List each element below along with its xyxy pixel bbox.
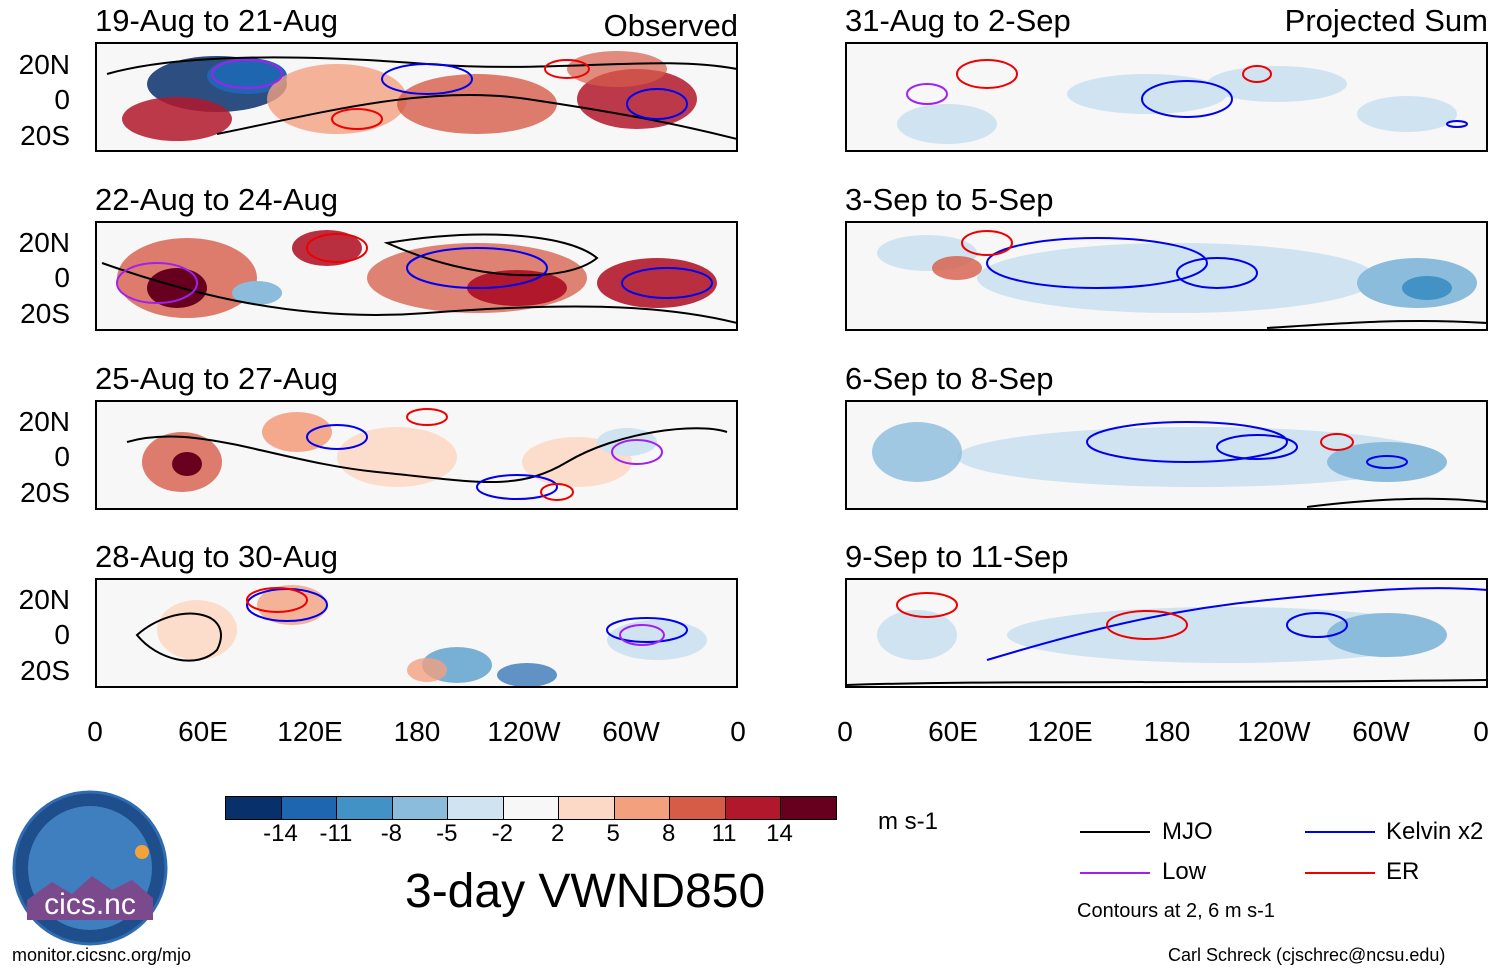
chart-title: 3-day VWND850 [405, 865, 766, 918]
legend-label-low: Low [1162, 858, 1207, 885]
colorbar-swatch [502, 797, 559, 819]
colorbar-swatch [336, 797, 392, 819]
colorbar-swatch [780, 797, 837, 819]
legend-label-kelvin: Kelvin x2 [1386, 818, 1484, 845]
logo-name: cics.nc [44, 888, 136, 921]
lat-label-20n: 20N [18, 584, 70, 615]
colorbar-tick-label: -14 [263, 820, 298, 847]
panel-title-right-4: 9-Sep to 11-Sep [845, 539, 1069, 574]
map-panel-left-3 [95, 400, 738, 510]
panel-title-left-2: 22-Aug to 24-Aug [95, 182, 339, 217]
lon-label-180: 180 [1143, 716, 1191, 747]
lat-label-0: 0 [54, 262, 70, 293]
panel-title-left-1: 19-Aug to 21-Aug [95, 3, 339, 38]
colorbar-tick-label: 5 [606, 820, 620, 847]
lon-label-0-end: 0 [730, 716, 746, 747]
footer-url[interactable]: monitor.cicsnc.org/mjo [12, 945, 192, 965]
map-panel-right-1 [845, 42, 1488, 152]
cics-logo: cics.nc [12, 790, 168, 946]
lon-label-0: 0 [87, 716, 103, 747]
colorbar [225, 796, 837, 820]
legend-line-low [1080, 872, 1150, 874]
colorbar-tick-label: -2 [491, 820, 513, 847]
panel-title-left-4: 28-Aug to 30-Aug [95, 539, 339, 574]
lat-label-0: 0 [54, 84, 70, 115]
legend-line-kelvin [1305, 831, 1375, 833]
map-panel-right-3 [845, 400, 1488, 510]
lat-label-20s: 20S [20, 298, 70, 329]
lon-label-120e: 120E [277, 716, 343, 747]
lat-label-20n: 20N [18, 49, 70, 80]
map-panel-left-2 [95, 221, 738, 331]
map-panel-right-4 [845, 578, 1488, 688]
observed-label: Observed [603, 8, 738, 43]
colorbar-tick-label: -5 [436, 820, 458, 847]
colorbar-tick-label: 2 [551, 820, 565, 847]
projected-sum-label: Projected Sum [1284, 3, 1488, 38]
lon-label-0: 0 [837, 716, 853, 747]
lon-label-60w: 60W [1352, 716, 1410, 747]
colorbar-tick-label: -8 [380, 820, 403, 847]
lat-label-0: 0 [54, 441, 70, 472]
footer-credit: Carl Schreck (cjschrec@ncsu.edu) [1168, 945, 1446, 965]
map-panel-right-2 [845, 221, 1488, 331]
lat-label-20n: 20N [18, 227, 70, 258]
lat-label-0: 0 [54, 619, 70, 650]
colorbar-swatch [669, 797, 725, 819]
lat-label-20n: 20N [18, 406, 70, 437]
colorbar-swatch [613, 797, 670, 819]
lat-label-20s: 20S [20, 120, 70, 151]
lon-label-120w: 120W [487, 716, 561, 747]
lat-label-20s: 20S [20, 655, 70, 686]
map-panel-left-4 [95, 578, 738, 688]
panel-title-right-2: 3-Sep to 5-Sep [845, 182, 1054, 217]
lat-label-20s: 20S [20, 477, 70, 508]
colorbar-units: m s-1 [878, 808, 938, 835]
colorbar-swatch [391, 797, 448, 819]
legend-line-mjo [1080, 831, 1150, 833]
colorbar-tick-label: 14 [766, 820, 793, 847]
lon-label-60w: 60W [602, 716, 660, 747]
lon-label-120w: 120W [1237, 716, 1311, 747]
contour-note: Contours at 2, 6 m s-1 [1077, 900, 1275, 922]
panel-title-right-3: 6-Sep to 8-Sep [845, 361, 1054, 396]
legend-label-mjo: MJO [1162, 818, 1213, 845]
lon-label-0-end: 0 [1473, 716, 1489, 747]
lon-label-60e: 60E [928, 716, 978, 747]
legend-line-er [1305, 872, 1375, 874]
colorbar-swatch [558, 797, 614, 819]
panel-title-right-1: 31-Aug to 2-Sep [845, 3, 1071, 38]
colorbar-tick-label: -11 [319, 820, 353, 847]
lon-label-120e: 120E [1027, 716, 1093, 747]
colorbar-swatch [226, 797, 281, 819]
map-panel-left-1 [95, 42, 738, 152]
colorbar-swatch [447, 797, 503, 819]
colorbar-swatch [724, 797, 781, 819]
panel-title-left-3: 25-Aug to 27-Aug [95, 361, 339, 396]
lon-label-60e: 60E [178, 716, 228, 747]
lon-label-180: 180 [393, 716, 441, 747]
legend-label-er: ER [1386, 858, 1420, 885]
colorbar-swatch [280, 797, 337, 819]
colorbar-tick-label: 8 [661, 820, 676, 847]
colorbar-tick-label: 11 [711, 820, 737, 847]
